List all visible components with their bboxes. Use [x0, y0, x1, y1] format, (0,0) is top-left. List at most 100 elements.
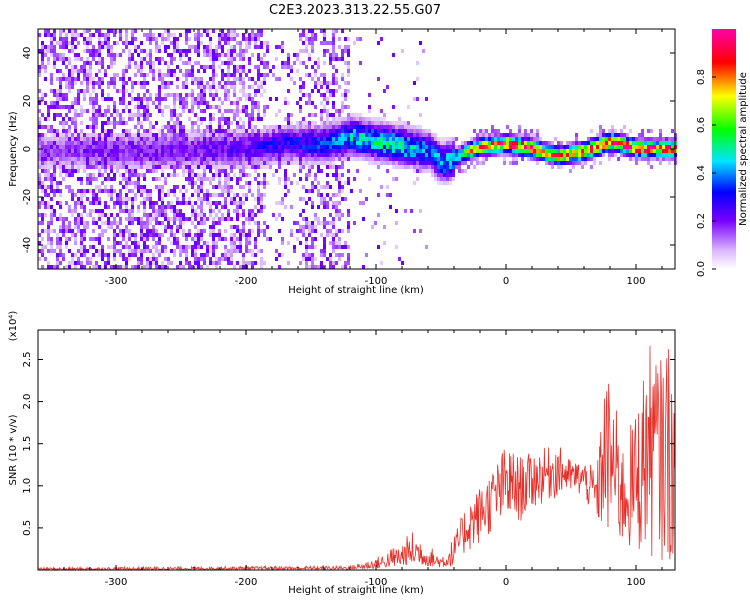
spectrogram-cell — [605, 133, 608, 137]
spectrogram-cell — [242, 121, 245, 125]
spectrogram-cell — [47, 177, 50, 181]
spectrogram-cell — [44, 117, 47, 121]
spectrogram-cell — [317, 137, 320, 141]
spectrogram-cell — [155, 97, 158, 101]
spectrogram-cell — [413, 81, 416, 85]
spectrogram-cell — [341, 229, 344, 233]
spectrogram-cell — [215, 129, 218, 133]
spectrogram-cell — [137, 165, 140, 169]
spectrogram-cell — [113, 161, 116, 165]
spectrogram-cell — [131, 89, 134, 93]
spectrogram-cell — [278, 133, 281, 137]
spectrogram-cell — [134, 113, 137, 117]
spectrogram-cell — [293, 137, 296, 141]
spectrogram-cell — [236, 41, 239, 45]
spectrogram-cell — [395, 177, 398, 181]
spectrogram-cell — [221, 113, 224, 117]
spectrogram-cell — [356, 117, 359, 121]
spectrogram-cell — [395, 133, 398, 137]
spectrogram-cell — [608, 157, 611, 161]
spectrogram-cell — [659, 161, 662, 165]
spectrogram-cell — [242, 145, 245, 149]
spectrogram-cell — [128, 229, 131, 233]
spectrogram-cell — [191, 149, 194, 153]
spectrogram-cell — [326, 125, 329, 129]
spectrogram-cell — [56, 129, 59, 133]
spectrogram-cell — [602, 145, 605, 149]
spectrogram-cell — [206, 145, 209, 149]
spectrogram-cell — [38, 157, 41, 161]
spectrogram-cell — [212, 77, 215, 81]
spectrogram-cell — [170, 161, 173, 165]
spectrogram-cell — [98, 137, 101, 141]
spectrogram-cell — [218, 105, 221, 109]
spectrogram-cell — [296, 57, 299, 61]
spectrogram-cell — [212, 157, 215, 161]
spectrogram-cell — [137, 69, 140, 73]
spectrogram-cell — [116, 41, 119, 45]
spectrogram-cell — [89, 189, 92, 193]
spectrogram-cell — [128, 57, 131, 61]
spectrogram-cell — [272, 153, 275, 157]
spectrogram-cell — [398, 149, 401, 153]
spectrogram-cell — [44, 125, 47, 129]
spectrogram-cell — [341, 213, 344, 217]
spectrogram-cell — [131, 81, 134, 85]
spectrogram-cell — [71, 141, 74, 145]
colorbar-tick-label: 0.0 — [696, 261, 707, 277]
spectrogram-cell — [443, 137, 446, 141]
spectrogram-cell — [401, 149, 404, 153]
spectrogram-cell — [149, 69, 152, 73]
spectrogram-cell — [287, 73, 290, 77]
spectrogram-cell — [221, 213, 224, 217]
spectrogram-cell — [233, 161, 236, 165]
spectrogram-cell — [233, 233, 236, 237]
spectrogram-cell — [107, 189, 110, 193]
spectrogram-cell — [173, 93, 176, 97]
spectrogram-cell — [332, 245, 335, 249]
spectrogram-cell — [563, 161, 566, 165]
spectrogram-cell — [284, 185, 287, 189]
spectrogram-cell — [209, 233, 212, 237]
spectrogram-cell — [41, 181, 44, 185]
spectrogram-cell — [194, 145, 197, 149]
spectrogram-cell — [251, 125, 254, 129]
spectrogram-cell — [182, 161, 185, 165]
spectrogram-cell — [170, 149, 173, 153]
spectrogram-cell — [209, 53, 212, 57]
spectrogram-cell — [500, 145, 503, 149]
spectrogram-cell — [119, 217, 122, 221]
spectrogram-cell — [431, 141, 434, 145]
spectrogram-cell — [224, 129, 227, 133]
spectrogram-cell — [476, 133, 479, 137]
spectrogram-cell — [161, 209, 164, 213]
spectrogram-cell — [326, 165, 329, 169]
spectrogram-cell — [488, 153, 491, 157]
spectrogram-cell — [338, 145, 341, 149]
spectrogram-cell — [293, 161, 296, 165]
spectrogram-cell — [149, 93, 152, 97]
spectrogram-cell — [167, 85, 170, 89]
spectrogram-cell — [59, 193, 62, 197]
spectrogram-cell — [281, 157, 284, 161]
spectrogram-cell — [512, 137, 515, 141]
spectrogram-cell — [395, 145, 398, 149]
spectrogram-cell — [266, 61, 269, 65]
spectrogram-cell — [59, 89, 62, 93]
spectrogram-cell — [344, 121, 347, 125]
colorbar-gradient — [712, 29, 736, 269]
spectrogram-cell — [299, 241, 302, 245]
spectrogram-cell — [230, 177, 233, 181]
spectrogram-cell — [140, 153, 143, 157]
spectrogram-cell — [38, 121, 41, 125]
spectrogram-cell — [65, 105, 68, 109]
spectrogram-cell — [119, 149, 122, 153]
spectrogram-cell — [185, 77, 188, 81]
spectrogram-cell — [167, 145, 170, 149]
spectrogram-cell — [584, 145, 587, 149]
spectrogram-cell — [407, 105, 410, 109]
spectrogram-cell — [197, 185, 200, 189]
spectrogram-cell — [59, 189, 62, 193]
spectrogram-cell — [665, 149, 668, 153]
spectrogram-cell — [134, 249, 137, 253]
